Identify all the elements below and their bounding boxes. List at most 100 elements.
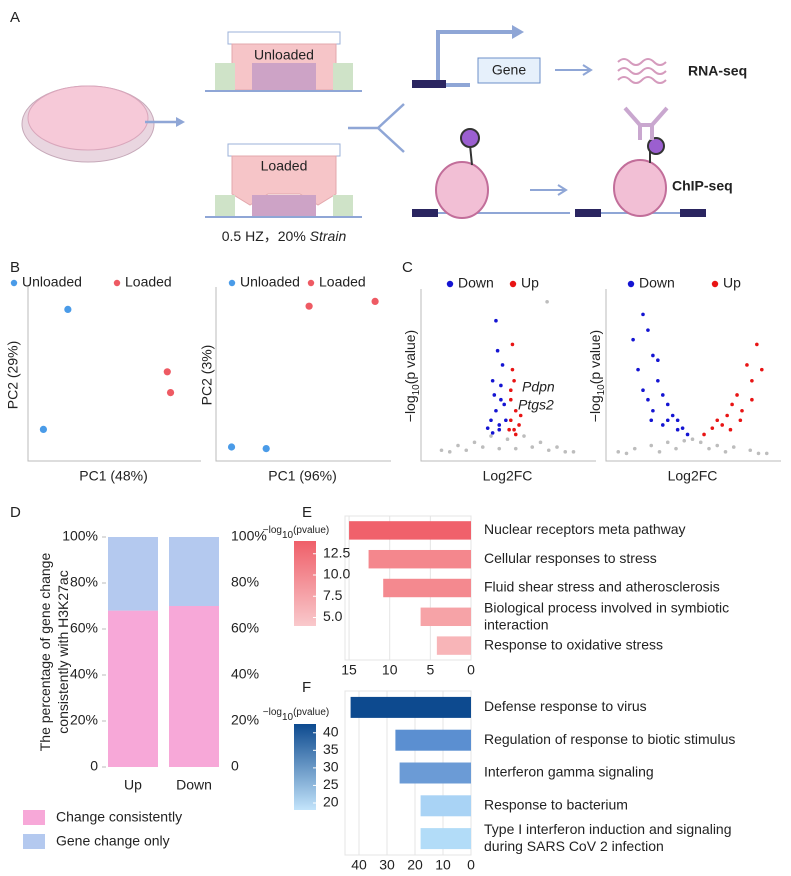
point — [670, 413, 675, 418]
point — [513, 408, 518, 413]
category-label: Response to oxidative stress — [484, 636, 663, 652]
colorbar-tick-label: 12.5 — [323, 544, 350, 560]
point — [485, 426, 490, 430]
y2-tick-label: 20% — [231, 712, 259, 728]
colorbar-tick-label: 40 — [323, 723, 339, 739]
point — [665, 440, 670, 445]
point — [656, 378, 660, 383]
axis — [27, 287, 201, 462]
point — [494, 408, 498, 413]
point — [509, 397, 513, 402]
y-axis-label-part: (p value) — [402, 330, 418, 384]
y2-tick-label: 100% — [231, 528, 267, 544]
bar — [420, 828, 471, 850]
legend-swatch — [113, 279, 121, 287]
arrow — [530, 184, 568, 196]
point — [674, 446, 678, 451]
point — [680, 426, 685, 430]
point — [497, 423, 502, 427]
point — [512, 378, 516, 383]
point — [563, 450, 568, 454]
bar — [383, 578, 471, 598]
legend-label: Unloaded — [240, 274, 300, 290]
point — [661, 393, 665, 397]
legend-swatch — [23, 834, 45, 849]
y-tick-label: 60% — [70, 620, 98, 636]
colorbar-title-part: 10 — [282, 530, 294, 541]
arrow-head — [176, 117, 185, 127]
condition-text: 0.5 HZ，20% — [222, 228, 310, 244]
gene-box — [477, 57, 541, 84]
category-label: Interferon gamma signaling — [484, 764, 654, 780]
y2-tick-label: 0 — [231, 758, 239, 774]
colorbar-tick-label: 20 — [323, 794, 339, 810]
y2-tick-label: 40% — [231, 666, 259, 682]
legend-label: Change consistently — [56, 809, 182, 825]
condition-strain: Strain — [310, 228, 347, 244]
point — [489, 418, 493, 423]
point — [740, 408, 744, 413]
colorbar-title-part: −log — [263, 707, 282, 718]
category-label: Nuclear receptors meta pathway — [484, 521, 686, 537]
panel-labels: A B C D E F — [10, 9, 413, 696]
category-label: Biological process involved in symbiotic… — [484, 599, 729, 632]
point — [738, 418, 743, 423]
point — [720, 423, 724, 427]
point — [750, 378, 754, 383]
point — [728, 427, 733, 432]
y-axis-label-part: −log — [587, 395, 603, 422]
point — [651, 353, 655, 358]
y-axis-label: PC2 (3%) — [199, 345, 215, 406]
dna-block — [412, 209, 438, 217]
point — [632, 446, 637, 451]
x-axis-label: Log2FC — [668, 468, 718, 484]
category-label: Response to bacterium — [484, 797, 628, 813]
x-tick-label: 0 — [467, 857, 475, 873]
point — [497, 427, 502, 432]
category-label-line: interaction — [484, 616, 549, 632]
category-label-line: during SARS CoV 2 infection — [484, 838, 664, 854]
category-label: Cellular responses to stress — [484, 550, 657, 566]
colorbar-title-part: −log — [263, 525, 282, 536]
point — [725, 413, 729, 418]
bar-segment — [108, 537, 158, 611]
point — [494, 318, 498, 323]
chip-seq: ChIP-seq — [672, 178, 733, 194]
y2-tick-label: 80% — [231, 574, 259, 590]
point — [546, 448, 551, 453]
rna — [617, 58, 667, 84]
legend-swatch — [509, 280, 517, 288]
category-label: Fluid shear stress and atherosclerosis — [484, 579, 720, 595]
colorbar-tick-label: 7.5 — [323, 587, 343, 603]
category-label: Type I interferon induction and signalin… — [484, 821, 732, 854]
plate — [227, 31, 341, 45]
point — [649, 418, 654, 423]
panel-label: F — [302, 679, 311, 696]
y-axis-label-part: −log — [402, 395, 418, 422]
bar — [436, 636, 471, 655]
membrane — [252, 63, 316, 90]
dna-block — [412, 80, 446, 88]
panel-label: C — [402, 259, 413, 276]
legend-label: Loaded — [125, 274, 172, 290]
point — [464, 448, 469, 453]
point — [755, 342, 759, 347]
y-axis-label: −log10(p value) — [587, 330, 607, 422]
bar-segment — [169, 537, 219, 606]
x-axis-label: PC1 (48%) — [79, 468, 147, 484]
point — [682, 438, 687, 443]
point — [545, 299, 549, 304]
point — [262, 445, 270, 453]
legend-label: Unloaded — [22, 274, 82, 290]
bar — [349, 521, 471, 540]
point — [636, 367, 640, 372]
annotation: Ptgs2 — [518, 397, 554, 413]
point — [227, 443, 236, 451]
point — [472, 440, 477, 445]
point — [646, 328, 650, 332]
branch-arrow — [348, 103, 405, 153]
axis — [420, 289, 596, 462]
panel-label: B — [10, 259, 20, 276]
colorbar — [294, 541, 316, 626]
